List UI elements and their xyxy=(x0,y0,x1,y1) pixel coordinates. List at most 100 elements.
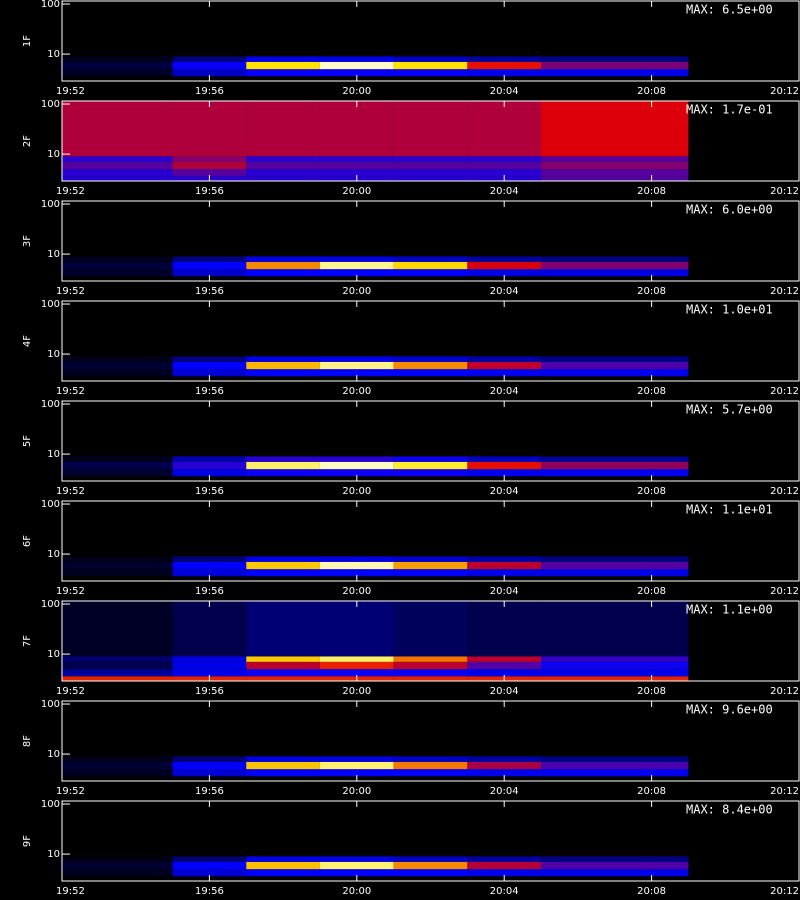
heat-cell xyxy=(541,369,689,377)
plot-frame xyxy=(61,200,800,282)
x-tick-label: 20:00 xyxy=(342,386,371,397)
heat-cell xyxy=(62,561,173,570)
heat-cell xyxy=(319,56,394,62)
heat-cell xyxy=(62,201,173,257)
heat-cell xyxy=(246,276,320,281)
heat-cell xyxy=(172,369,247,377)
heat-cell xyxy=(541,861,689,870)
y-axis-label: 9F xyxy=(22,835,33,847)
heat-cell xyxy=(467,601,542,657)
heat-cell xyxy=(62,369,173,377)
heat-cell xyxy=(541,569,689,577)
heat-cell xyxy=(467,169,542,177)
heat-cell xyxy=(246,269,320,277)
heat-cell xyxy=(172,401,247,457)
panel: 10 100 19:52 19:56 20:00 20:04 20:08 20:12 7F MAX… xyxy=(22,599,800,697)
heat-cell xyxy=(246,656,320,662)
heat-cell xyxy=(319,69,394,77)
heat-cell xyxy=(172,256,247,262)
heat-cell xyxy=(62,576,173,581)
x-tick-label: 19:56 xyxy=(195,86,224,97)
heat-cell xyxy=(62,569,173,577)
heat-cell xyxy=(393,556,468,562)
y-tick-label: 100 xyxy=(41,799,60,810)
max-label: MAX: 6.0e+00 xyxy=(686,203,773,217)
y-tick-label: 10 xyxy=(47,749,60,760)
x-tick-label: 20:12 xyxy=(770,586,799,597)
x-tick-label: 19:52 xyxy=(56,586,85,597)
plot-frame xyxy=(61,700,800,782)
heat-cell xyxy=(246,861,320,870)
y-tick-label: 10 xyxy=(47,249,60,260)
heat-cell xyxy=(393,301,468,357)
y-axis-label: 2F xyxy=(22,135,33,147)
plot-frame xyxy=(61,800,800,882)
heat-cell xyxy=(246,869,320,877)
heat-cell xyxy=(246,701,320,757)
heat-cell xyxy=(62,676,173,681)
heat-cell xyxy=(172,69,247,77)
x-tick-label: 19:52 xyxy=(56,486,85,497)
x-tick-label: 20:08 xyxy=(637,586,666,597)
heat-cell xyxy=(62,861,173,870)
heat-cell xyxy=(393,601,468,657)
heat-cell xyxy=(319,869,394,877)
heat-cell xyxy=(246,76,320,81)
x-tick-label: 20:08 xyxy=(637,686,666,697)
heat-cell xyxy=(319,401,394,457)
heat-cell xyxy=(393,776,468,781)
heat-cell xyxy=(62,661,173,670)
heat-cell xyxy=(246,461,320,470)
heat-cell xyxy=(246,201,320,257)
heat-cell xyxy=(246,61,320,70)
y-axis-label: 7F xyxy=(22,635,33,647)
heat-cell xyxy=(246,301,320,357)
heat-cell xyxy=(246,669,320,677)
y-tick-label: 100 xyxy=(41,0,60,10)
heat-cell xyxy=(172,869,247,877)
heat-cell xyxy=(541,201,689,257)
heat-cell xyxy=(172,301,247,357)
x-tick-label: 19:52 xyxy=(56,86,85,97)
heat-cell xyxy=(467,456,542,462)
heat-cell xyxy=(246,169,320,177)
heat-cell xyxy=(172,161,247,170)
heat-cell xyxy=(172,169,247,177)
heat-cell xyxy=(246,856,320,862)
x-tick-label: 20:12 xyxy=(770,686,799,697)
heat-cell xyxy=(467,201,542,257)
heat-cell xyxy=(393,276,468,281)
heat-cell xyxy=(393,669,468,677)
heat-cell xyxy=(172,469,247,477)
heat-cell xyxy=(393,401,468,457)
heat-cell xyxy=(541,776,689,781)
heat-cell xyxy=(62,776,173,781)
heat-cell xyxy=(541,701,689,757)
heat-cell xyxy=(541,756,689,762)
heat-cell xyxy=(172,101,247,157)
heat-cell xyxy=(541,456,689,462)
heat-cell xyxy=(319,361,394,370)
heat-cell xyxy=(246,761,320,770)
heat-cell xyxy=(467,61,542,70)
y-tick-label: 10 xyxy=(47,849,60,860)
heat-cell xyxy=(467,361,542,370)
heat-cell xyxy=(246,661,320,670)
heat-cell xyxy=(62,461,173,470)
heat-cell xyxy=(172,456,247,462)
heat-cell xyxy=(541,856,689,862)
heat-cell xyxy=(246,769,320,777)
heat-cell xyxy=(541,501,689,557)
heat-cell xyxy=(467,756,542,762)
heat-cell xyxy=(62,156,173,162)
panel: 10 100 19:52 19:56 20:00 20:04 20:08 20:12 6F MAX… xyxy=(22,499,800,597)
panel: 10 100 19:52 19:56 20:00 20:04 20:08 20:12 8F MAX… xyxy=(22,699,800,797)
heat-cell xyxy=(541,361,689,370)
heat-cell xyxy=(172,156,247,162)
heat-cell xyxy=(541,676,689,681)
heat-cell xyxy=(246,569,320,577)
max-label: MAX: 1.7e-01 xyxy=(686,103,773,117)
heat-cell xyxy=(172,656,247,662)
heat-cell xyxy=(319,556,394,562)
heat-cell xyxy=(172,856,247,862)
